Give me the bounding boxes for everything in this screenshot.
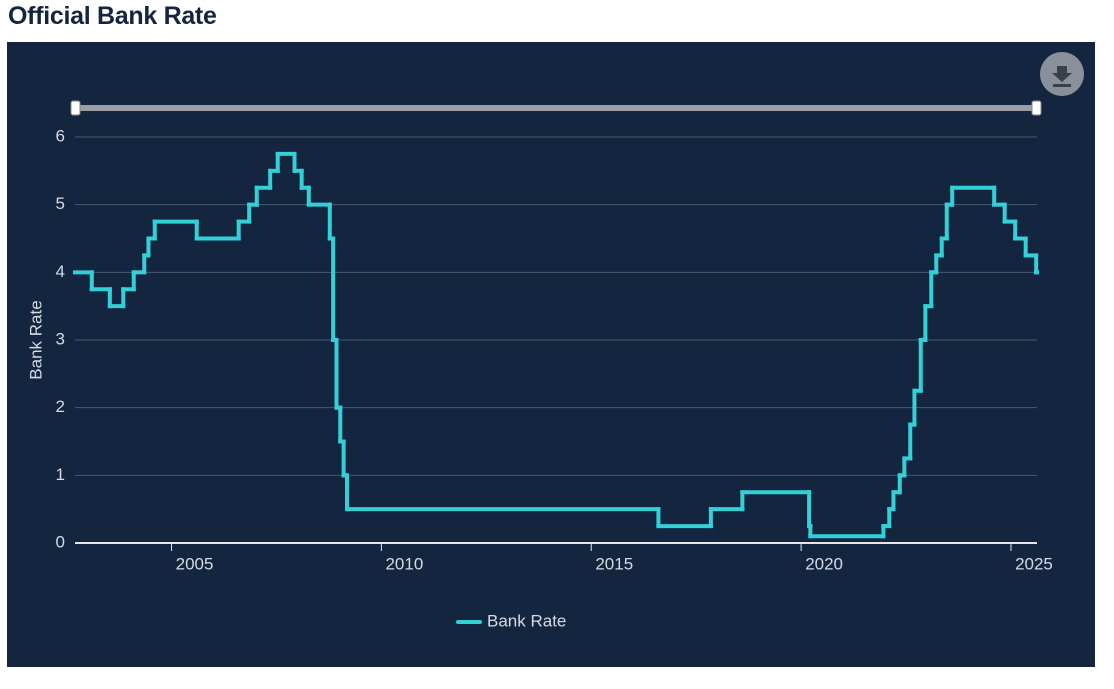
download-button[interactable]	[1040, 52, 1084, 96]
y-tick-label: 0	[56, 532, 65, 551]
y-tick-label: 1	[56, 465, 65, 484]
range-slider-handle[interactable]	[1031, 100, 1042, 116]
y-tick-label: 4	[56, 262, 65, 281]
y-tick-label: 2	[56, 397, 65, 416]
x-tick-label: 2025	[1015, 554, 1053, 573]
chart: Bank Rate 0 1 2 3 4 5 6 2005 2010 2015 2020 2025 Ban…	[7, 42, 1095, 667]
y-tick-label: 6	[56, 126, 65, 145]
download-icon[interactable]	[1052, 66, 1072, 87]
range-slider-handle[interactable]	[70, 100, 81, 116]
chart-background	[7, 42, 1095, 667]
y-tick-label: 5	[56, 194, 65, 213]
y-tick-label: 3	[56, 329, 65, 348]
x-tick-label: 2005	[176, 554, 214, 573]
page-title: Official Bank Rate	[8, 2, 217, 30]
legend-label: Bank Rate	[487, 611, 566, 630]
y-axis-title: Bank Rate	[26, 300, 45, 379]
x-tick-label: 2010	[385, 554, 423, 573]
x-tick-label: 2020	[805, 554, 843, 573]
x-tick-label: 2015	[595, 554, 633, 573]
